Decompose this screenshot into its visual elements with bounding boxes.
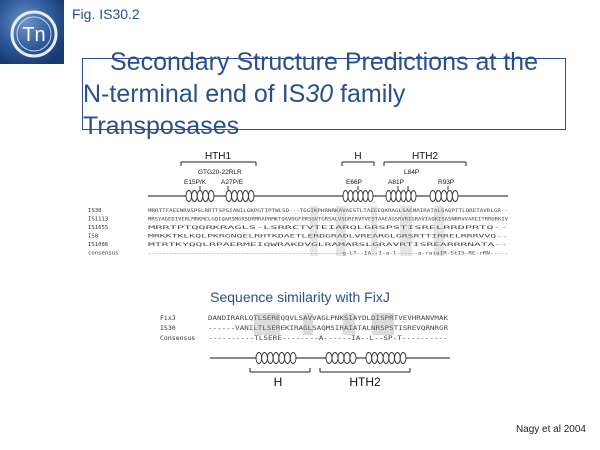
row-name: Consensus <box>160 334 195 342</box>
helix-glyph <box>225 190 255 202</box>
alignment-rows: IS30 MRRTTFAEENRVSPSLRRTTSPSIANILGKPGTIPT… <box>88 206 508 257</box>
helix-glyph <box>385 190 417 202</box>
title-italic: 30 <box>305 80 334 108</box>
helix-glyph <box>365 352 407 364</box>
helix-glyph <box>185 190 215 202</box>
mutation-label: E15P/K <box>184 179 207 186</box>
conserved-column <box>310 206 318 256</box>
helix-glyph <box>342 190 374 202</box>
row-sequence: ----------------------------------------… <box>148 251 508 257</box>
row-name: IS1113 <box>88 217 108 223</box>
row-name: IS1655 <box>88 225 108 231</box>
title-prefix: N-terminal end of IS <box>83 80 306 108</box>
mutation-label: R93P <box>438 179 454 186</box>
section-caption: Sequence similarity with FixJ <box>210 289 390 305</box>
mutation-label: GTG20-22RLR <box>198 169 242 176</box>
hth2-label: HTH2 <box>412 151 439 162</box>
row-sequence: MRSYAGEDIVERLMRKMCLGQIQARSMGRSDRMRAPRMKT… <box>148 217 508 223</box>
slide-title: Secondary Structure Predictions at the N… <box>82 48 566 140</box>
mutation-label: A81P <box>388 179 404 186</box>
conserved-column <box>336 206 346 256</box>
secondary-structure-figure: HTH1 H HTH2 GTG20-22RLR E15P/K A27P/E E6… <box>88 151 508 257</box>
row-sequence: ----------TLSERE--------A------IA--L--SP… <box>208 335 448 342</box>
row-name: IS30 <box>160 324 176 332</box>
row-sequence: ------VANILTLSEREKIRAGLSAQMSIRAIATALNRSP… <box>208 325 448 332</box>
tn-logo: Tn <box>0 0 64 64</box>
conserved-column <box>434 206 444 256</box>
row-sequence: MTRTKYQQLRPAERMEIQWRAKDVGLRAMARSLGRAVRTI… <box>148 242 508 248</box>
conserved-column <box>400 206 412 256</box>
logo-text: Tn <box>22 24 45 46</box>
row-name: consensus <box>88 251 118 257</box>
title-line-2: N-terminal end of IS30 family Transposas… <box>83 78 565 142</box>
citation: Nagy et al 2004 <box>515 424 586 435</box>
helix-track <box>185 190 459 202</box>
row-name: IS30 <box>88 208 101 214</box>
mutation-label: A27P/E <box>221 179 244 186</box>
fixj-hth2-label: HTH2 <box>349 375 381 389</box>
row-name: IS1086 <box>88 242 108 248</box>
row-name: IS8 <box>88 234 99 240</box>
fixj-h-label: H <box>274 375 283 389</box>
conserved-column <box>303 313 313 335</box>
conserved-column <box>372 313 394 335</box>
h-label: H <box>354 151 361 162</box>
mutation-label: L84P <box>404 169 419 176</box>
title-line-1: Secondary Structure Predictions at the <box>109 48 538 76</box>
conserved-column <box>371 206 377 256</box>
row-sequence: MRRTTFAEENRVSPSLRRTTSPSIANILGKPGTIPTWLSD… <box>148 208 508 214</box>
fixj-alignment-rows: FixJ DANDIRARLQTLSEREQQVLSAVVAGLPNKSIAYDL… <box>160 313 448 342</box>
fixj-similarity-figure: FixJ DANDIRARLQTLSEREQQVLSAVVAGLPNKSIAYDL… <box>160 313 450 389</box>
conserved-column <box>343 313 355 335</box>
helix-glyph <box>255 352 297 364</box>
conserved-column <box>254 313 280 335</box>
row-sequence: MRRTPTQQRKRAGLS-LSRRCTVTEIARQLGRSPSTISRE… <box>148 225 508 231</box>
helix-glyph <box>325 352 357 364</box>
fixj-helix-track <box>255 352 407 364</box>
hth1-label: HTH1 <box>205 151 232 162</box>
row-sequence: DANDIRARLQTLSEREQQVLSAVVAGLPNKSIAYDLDISP… <box>208 315 448 322</box>
figure-label: Fig. IS30.2 <box>72 6 140 22</box>
row-name: FixJ <box>160 314 176 322</box>
title-suffix: family Transposases <box>83 80 406 140</box>
row-sequence: MRKKTKLKQLPKRGNQELRHTKDAETLERDGRADLVREAR… <box>148 234 508 240</box>
helix-glyph <box>429 190 459 202</box>
mutation-label: E66P <box>346 179 362 186</box>
